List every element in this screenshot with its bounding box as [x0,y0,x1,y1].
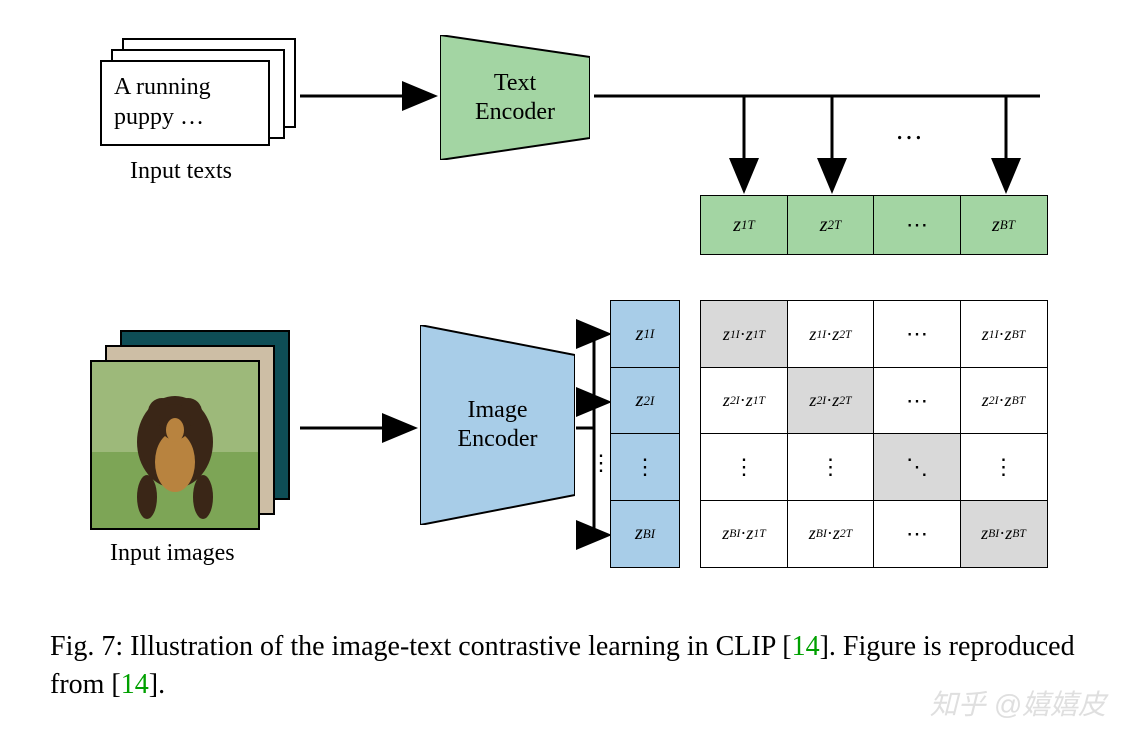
similarity-matrix: z1I · z1Tz1I · z2T⋯z1I · zBTz2I · z1Tz2I… [700,300,1048,568]
text-vector-row: z1T z2T ⋯ zBT [700,195,1048,255]
text-drop-dots: … [895,115,923,147]
matrix-cell-r0-c0: z1I · z1T [700,300,788,368]
caption-suffix: ]. [149,669,165,700]
matrix-cell-r1-c0: z2I · z1T [700,367,788,435]
matrix-cell-r2-c0: ⋮ [700,433,788,501]
image-vec-zB: zBI [610,500,680,568]
matrix-cell-r2-c2: ⋱ [873,433,961,501]
caption-cite1: 14 [792,631,820,662]
image-vec-z2: z2I [610,367,680,435]
matrix-cell-r3-c2: ⋯ [873,500,961,568]
matrix-cell-r0-c1: z1I · z2T [787,300,875,368]
image-encoder-label-1: Image [458,396,538,425]
matrix-cell-r1-c3: z2I · zBT [960,367,1048,435]
matrix-cell-r1-c1: z2I · z2T [787,367,875,435]
image-vector-col: z1I z2I ⋮ zBI [610,300,680,568]
text-encoder-label-2: Encoder [475,98,555,127]
text-vec-z1: z1T [700,195,788,255]
input-image-card [90,360,260,530]
text-vec-ellipsis: ⋯ [873,195,961,255]
input-text-line2: puppy … [114,102,256,132]
diagram-canvas: A running puppy … Input texts Text Encod… [0,0,1136,743]
matrix-cell-r0-c3: z1I · zBT [960,300,1048,368]
matrix-cell-r0-c2: ⋯ [873,300,961,368]
matrix-cell-r3-c3: zBI · zBT [960,500,1048,568]
watermark-text: 知乎 @嬉嬉皮 [930,683,1106,723]
caption-cite2: 14 [121,669,149,700]
input-images-label: Input images [110,540,235,567]
dog-image-placeholder [92,362,258,528]
input-text-line1: A running [114,72,256,102]
text-vec-z2: z2T [787,195,875,255]
image-encoder-label-2: Encoder [458,425,538,454]
input-images-stack [90,330,290,530]
matrix-cell-r2-c3: ⋮ [960,433,1048,501]
matrix-cell-r3-c0: zBI · z1T [700,500,788,568]
image-vec-ellipsis: ⋮ [610,433,680,501]
text-encoder-label-1: Text [475,69,555,98]
matrix-cell-r2-c1: ⋮ [787,433,875,501]
image-encoder-block: Image Encoder [420,325,575,525]
input-texts-label: Input texts [130,158,232,185]
text-vec-zB: zBT [960,195,1048,255]
input-text-card: A running puppy … [100,60,270,146]
caption-prefix: Fig. 7: Illustration of the image-text c… [50,631,792,662]
image-vec-z1: z1I [610,300,680,368]
input-texts-stack: A running puppy … [100,38,280,138]
matrix-cell-r3-c1: zBI · z2T [787,500,875,568]
text-encoder-block: Text Encoder [440,35,590,160]
image-fanout-dots: ⋮ [590,450,612,476]
matrix-cell-r1-c2: ⋯ [873,367,961,435]
